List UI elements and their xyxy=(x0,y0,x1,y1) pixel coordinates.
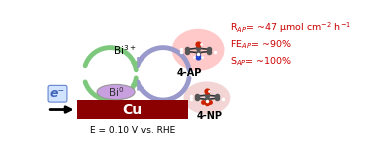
Text: Cu: Cu xyxy=(122,103,142,117)
Text: 4-NP: 4-NP xyxy=(197,111,223,121)
Text: FE$_{AP}$= ~90%: FE$_{AP}$= ~90% xyxy=(230,39,292,51)
Ellipse shape xyxy=(183,81,230,114)
Text: E = 0.10 V vs. RHE: E = 0.10 V vs. RHE xyxy=(90,126,175,135)
Text: Bi$^0$: Bi$^0$ xyxy=(108,85,124,99)
Text: Bi$^{3+}$: Bi$^{3+}$ xyxy=(113,43,136,57)
Text: S$_{AP}$= ~100%: S$_{AP}$= ~100% xyxy=(230,55,293,68)
Text: R$_{AP}$= ~47 μmol cm$^{-2}$ h$^{-1}$: R$_{AP}$= ~47 μmol cm$^{-2}$ h$^{-1}$ xyxy=(230,20,352,35)
Circle shape xyxy=(97,84,135,100)
FancyBboxPatch shape xyxy=(76,100,188,119)
Text: e⁻: e⁻ xyxy=(50,87,65,100)
Text: 4-AP: 4-AP xyxy=(177,68,202,78)
Ellipse shape xyxy=(172,29,225,71)
